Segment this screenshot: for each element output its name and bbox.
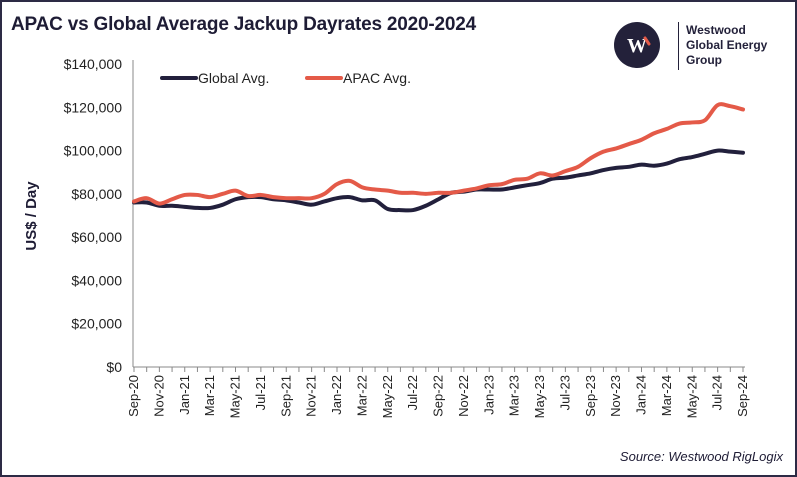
y-tick-label: $40,000 [71, 272, 122, 288]
x-tick-label: Sep-23 [583, 375, 598, 417]
x-tick-label: Nov-20 [151, 375, 166, 417]
x-tick-label: Sep-21 [278, 375, 293, 417]
x-tick-label: Jan-23 [481, 375, 496, 415]
logo-mark-icon: W [614, 22, 660, 68]
x-tick-label: Jul-24 [710, 375, 725, 410]
legend-item-apac: APAC Avg. [305, 70, 411, 86]
x-tick-label: Sep-20 [126, 375, 141, 417]
x-tick-label: Mar-23 [507, 375, 522, 416]
x-tick-label: Jan-21 [177, 375, 192, 415]
logo-mark-letter: W [627, 35, 647, 57]
x-tick-label: Sep-24 [735, 375, 750, 417]
x-tick-label: Mar-22 [354, 375, 369, 416]
x-tick-label: May-21 [228, 375, 243, 418]
x-tick-label: Jul-22 [405, 375, 420, 410]
logo-wordmark: Westwood Global Energy Group [686, 23, 767, 68]
x-tick-label: Nov-22 [456, 375, 471, 417]
logo-divider [678, 22, 679, 70]
x-tick-label: Jul-21 [253, 375, 268, 410]
logo-line-1: Westwood [686, 23, 746, 37]
x-tick-label: Jan-24 [634, 375, 649, 415]
chart-title: APAC vs Global Average Jackup Dayrates 2… [11, 14, 476, 35]
x-tick-label: Nov-21 [304, 375, 319, 417]
y-tick-label: $80,000 [71, 186, 122, 202]
x-tick-label: Nov-23 [608, 375, 623, 417]
apac-avg-line [132, 102, 745, 206]
legend-label: Global Avg. [198, 70, 269, 86]
y-axis: $0 $20,000 $40,000 $60,000 $80,000 $100,000 $1… [64, 56, 134, 375]
x-tick-label: Sep-22 [431, 375, 446, 417]
x-axis: Sep-20 Nov-20 Jan-21 Mar-21 May-21 Jul-21 Sep-… [126, 366, 750, 418]
source-note: Source: Westwood RigLogix [619, 449, 783, 464]
y-tick-label: $0 [106, 359, 122, 375]
logo-line-2: Global Energy [686, 38, 768, 52]
x-tick-label: Mar-24 [659, 375, 674, 416]
x-tick-label: Mar-21 [202, 375, 217, 416]
y-tick-label: $60,000 [71, 229, 122, 245]
x-tick-label: Jul-23 [557, 375, 572, 410]
legend-label: APAC Avg. [343, 70, 411, 86]
y-tick-label: $120,000 [64, 99, 123, 115]
logo-line-3: Group [686, 53, 722, 67]
y-tick-label: $140,000 [64, 56, 123, 72]
x-tick-label: May-23 [532, 375, 547, 418]
legend-item-global: Global Avg. [160, 70, 269, 86]
y-tick-label: $100,000 [64, 143, 123, 159]
legend: Global Avg. APAC Avg. [160, 70, 411, 86]
series-layer [132, 102, 745, 213]
global-avg-line [132, 148, 745, 213]
x-tick-label: Jan-22 [329, 375, 344, 415]
y-axis-label: US$ / Day [23, 181, 40, 251]
x-tick-label: May-24 [684, 375, 699, 418]
y-tick-label: $20,000 [71, 316, 122, 332]
x-tick-label: May-22 [380, 375, 395, 418]
westwood-logo: W Westwood Global Energy Group [614, 22, 774, 72]
